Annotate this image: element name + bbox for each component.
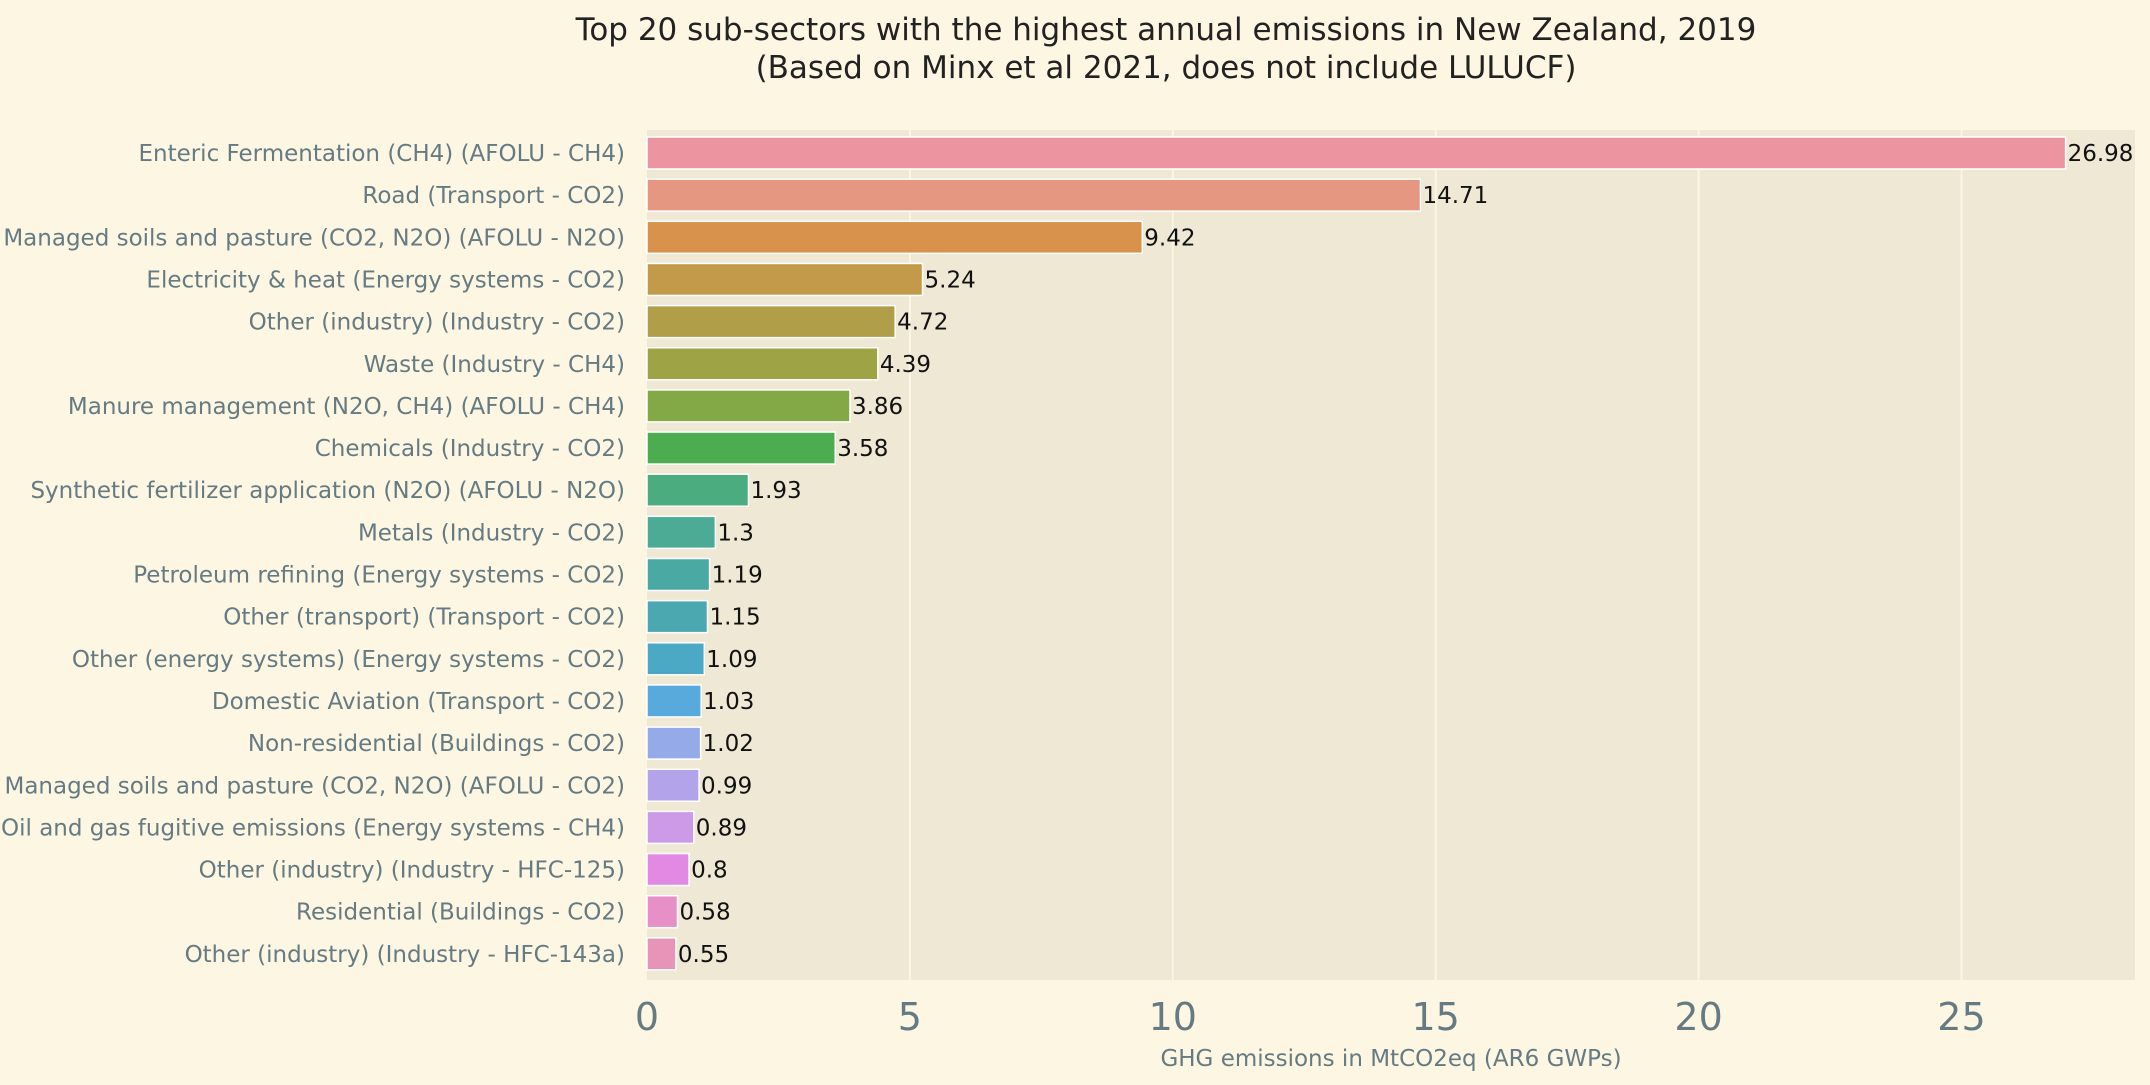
category-label: Other (energy systems) (Energy systems -… [72,647,625,673]
bar [646,684,702,718]
bar [646,768,700,802]
bar-value-label: 9.42 [1144,225,1195,251]
bars-group [646,136,2067,971]
bar [646,599,709,634]
bar [646,431,836,465]
bar [646,473,750,507]
category-label: Other (industry) (Industry - HFC-143a) [185,942,625,968]
bar-value-label: 1.3 [717,520,754,546]
bar [646,136,2067,170]
bar [646,852,690,887]
bar [646,304,896,339]
chart-title-line-2: (Based on Minx et al 2021, does not incl… [756,50,1577,86]
bar-value-label: 4.72 [897,310,948,336]
bar-value-label: 4.39 [880,352,931,378]
bar-value-label: 5.24 [925,267,976,293]
bar-value-label: 0.99 [701,773,752,799]
category-label: Enteric Fermentation (CH4) (AFOLU - CH4) [138,141,625,167]
category-label: Managed soils and pasture (CO2, N2O) (AF… [3,225,625,251]
bar-value-label: 0.58 [679,900,730,926]
bar-value-label: 14.71 [1422,183,1488,209]
bar-value-label: 1.03 [703,689,754,715]
x-tick-label: 10 [1149,995,1197,1039]
bar-value-label: 1.19 [712,563,763,589]
bar-value-label: 0.8 [691,858,728,884]
x-axis-title: GHG emissions in MtCO2eq (AR6 GWPs) [1160,1046,1621,1072]
category-label: Metals (Industry - CO2) [358,520,625,546]
x-tick-label: 0 [635,995,659,1039]
bar-value-label: 1.15 [709,605,760,631]
bar [646,262,924,297]
category-label: Non-residential (Buildings - CO2) [248,731,625,757]
bar [646,642,706,676]
value-labels: 26.98 14.71 9.42 5.24 4.72 4.39 3.86 3.58 1.93 1.… [678,141,2134,968]
bar-value-label: 0.89 [696,815,747,841]
bar [646,347,879,381]
bar [646,178,1422,212]
bar-value-label: 0.55 [678,942,729,968]
category-label: Waste (Industry - CH4) [364,352,625,378]
x-tick-label: 20 [1674,995,1722,1039]
category-labels: Enteric Fermentation (CH4) (AFOLU - CH4)… [1,141,625,968]
bar [646,389,851,423]
bar-value-label: 3.86 [852,394,903,420]
bar [646,937,677,971]
bar [646,220,1144,255]
bar-value-label: 3.58 [837,436,888,462]
category-label: Managed soils and pasture (CO2, N2O) (AF… [4,773,625,799]
bar-value-label: 26.98 [2068,141,2134,167]
bar-value-label: 1.02 [703,731,754,757]
category-label: Residential (Buildings - CO2) [296,900,625,926]
category-label: Other (industry) (Industry - CO2) [249,310,625,336]
bar-value-label: 1.93 [750,478,801,504]
x-tick-label: 25 [1937,995,1985,1039]
category-label: Road (Transport - CO2) [362,183,625,209]
category-label: Manure management (N2O, CH4) (AFOLU - CH… [68,394,625,420]
x-tick-label: 15 [1412,995,1460,1039]
chart-title-line-1: Top 20 sub-sectors with the highest annu… [575,12,1757,48]
bar [646,515,717,550]
x-tick-labels: 0 5 10 15 20 25 [635,995,1986,1039]
category-label: Domestic Aviation (Transport - CO2) [212,689,625,715]
x-tick-label: 5 [898,995,922,1039]
category-label: Electricity & heat (Energy systems - CO2… [146,267,625,293]
bar [646,894,679,929]
category-label: Chemicals (Industry - CO2) [315,436,625,462]
bar-value-label: 1.09 [706,647,757,673]
category-label: Oil and gas fugitive emissions (Energy s… [1,815,625,841]
category-label: Petroleum refining (Energy systems - CO2… [133,563,625,589]
category-label: Other (industry) (Industry - HFC-125) [199,858,625,884]
bar [646,557,711,592]
plot-area [647,130,2135,980]
bar [646,810,695,845]
category-label: Synthetic fertilizer application (N2O) (… [30,478,625,504]
bar [646,726,702,760]
category-label: Other (transport) (Transport - CO2) [223,605,625,631]
